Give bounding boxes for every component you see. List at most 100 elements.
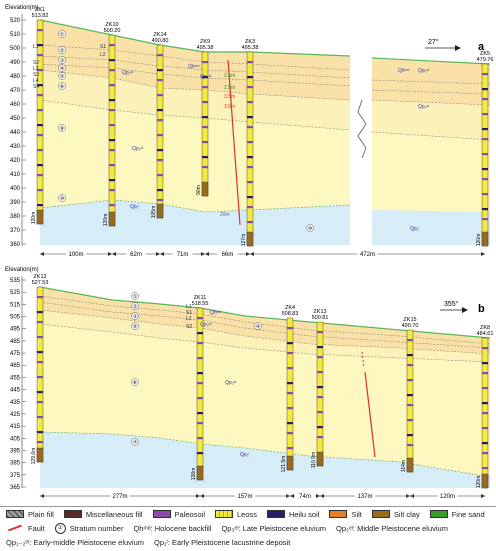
y-tick-label: 525 <box>10 290 21 296</box>
a-stratum-10b: ⑩ <box>308 226 313 232</box>
spacing-label-bg <box>66 250 86 258</box>
paleosoil-band <box>197 317 203 320</box>
borehole-elevation: 508.83 <box>282 311 299 317</box>
paleosoil-band <box>407 394 413 397</box>
silt-clay-base <box>36 447 44 463</box>
paleosoil-band <box>317 331 323 334</box>
borehole-elevation: 513.82 <box>32 13 49 19</box>
misc-fill-swatch-icon <box>63 510 82 518</box>
paleosoil-band <box>287 392 293 395</box>
borehole-id: ZK8 <box>480 325 490 331</box>
y-tick-label: 440 <box>10 130 21 136</box>
paleosoil-band <box>247 141 253 144</box>
paleosoil-band <box>37 84 43 87</box>
b-stratum-4: ④ <box>256 324 261 330</box>
panel-a-stratum-markers: ① ② ③ ④ ⑤ ⑥ ⑨ ⑩ ⑩ <box>58 30 314 232</box>
spacing-label: 277m <box>112 494 127 500</box>
panel-a-lacustrine <box>40 200 350 245</box>
y-tick-label: 395 <box>10 448 21 454</box>
paleosoil-band <box>482 98 488 101</box>
borehole-depth: 129.6m <box>31 448 37 465</box>
paleosoil-band <box>202 141 208 144</box>
paleosoil-band <box>317 356 323 359</box>
b-unit-qp2: Qp₂ᵉˡ <box>225 380 236 386</box>
spacing-label-bg <box>110 492 130 500</box>
paleosoil-band <box>482 88 488 91</box>
borehole-depth: 114m <box>401 460 407 472</box>
b-unit-qp1: Qp₁ˡ <box>240 452 249 458</box>
paleosoil-band <box>37 431 43 434</box>
spacing-arrow <box>156 252 160 256</box>
b-stratum-1: ① <box>133 294 138 300</box>
b-layer-S1: S1 <box>186 310 192 316</box>
silt-clay-base <box>156 203 164 219</box>
a-stratum-4: ④ <box>60 66 65 72</box>
paleosoil-band <box>482 208 488 211</box>
paleosoil-band <box>109 69 115 72</box>
legend-row-2: Fault ① Stratum number Qhᵐᵈ: Holocene bac… <box>0 521 496 535</box>
b-layer-S2: S2 <box>186 324 192 330</box>
paleosoil-band <box>157 94 163 97</box>
legend: Plain fill Miscellaneous fill Paleosoil … <box>0 506 496 551</box>
paleosoil-band <box>202 86 208 89</box>
a-stratum-1: ① <box>60 32 65 38</box>
paleosoil-band <box>482 218 488 221</box>
borehole-column <box>36 286 44 463</box>
b-unit-qh: Qhᵐᵈ <box>210 310 222 316</box>
spacing-arrow <box>160 252 164 256</box>
panel-a-lacustrine-right <box>372 210 490 245</box>
paleosoil-band <box>247 86 253 89</box>
paleosoil-band <box>37 164 43 167</box>
paleosoil-band <box>317 411 323 414</box>
borehole-depth: 120m <box>476 476 482 489</box>
paleosoil-band <box>37 54 43 57</box>
y-tick-label: 465 <box>10 363 21 369</box>
paleosoil-band <box>37 296 43 299</box>
heilu-swatch-icon <box>267 510 285 518</box>
paleosoil-band <box>482 168 488 171</box>
spacing-arrow <box>40 494 44 498</box>
borehole-depth: 90m <box>196 185 202 195</box>
paleosoil-band <box>482 442 488 445</box>
borehole-column <box>316 321 324 467</box>
y-tick-label: 480 <box>10 74 21 80</box>
paleosoil-band <box>482 427 488 430</box>
a-unit-qp2-r: Qp₂ᵉˡ <box>418 104 429 110</box>
paleosoil-band <box>482 153 488 156</box>
silt-clay-base <box>108 211 116 227</box>
borehole-id: ZK10 <box>105 22 118 28</box>
paleosoil-band <box>109 164 115 167</box>
paleosoil-band <box>37 134 43 137</box>
panel-b: Elevation(m) 535 525 515 505 495 485 475 465 455… <box>5 267 493 500</box>
paleosoil-band <box>247 61 253 64</box>
paleosoil-band <box>37 321 43 324</box>
paleosoil-band <box>157 134 163 137</box>
paleosoil-band <box>482 362 488 365</box>
paleosoil-band <box>287 432 293 435</box>
b-stratum-7: ⑦ <box>133 440 138 446</box>
y-tick-label: 425 <box>10 412 21 418</box>
panel-b-surface-line <box>39 286 491 339</box>
paleosoil-band <box>37 44 43 47</box>
panel-b-layer-labels: L1 S1 L2 S2 <box>186 304 192 330</box>
legend-middle-pleistocene: Qp₂ᵉˡ: Middle Pleistocene eluvium <box>336 523 448 533</box>
paleosoil-band <box>109 44 115 47</box>
legend-paleosoil: Paleosoil <box>152 510 205 519</box>
paleosoil-band <box>317 386 323 389</box>
paleosoil-band <box>482 387 488 390</box>
paleosoil-band <box>247 206 253 209</box>
paleosoil-band <box>37 29 43 32</box>
silt-swatch-icon <box>329 510 348 518</box>
y-tick-label: 435 <box>10 400 21 406</box>
paleosoil-band <box>407 404 413 407</box>
y-tick-label: 450 <box>10 116 21 122</box>
paleosoil-band <box>37 109 43 112</box>
legend-early-middle: Qp₁₋₂ᵉˡ: Early-middle Pleistocene eluviu… <box>6 537 145 547</box>
paleosoil-band <box>407 339 413 342</box>
paleosoil-band <box>287 447 293 450</box>
paleosoil-band <box>197 422 203 425</box>
y-tick-label: 495 <box>10 327 21 333</box>
paleosoil-band <box>109 99 115 102</box>
paleosoil-band <box>109 179 115 182</box>
y-tick-label: 500 <box>10 46 21 52</box>
